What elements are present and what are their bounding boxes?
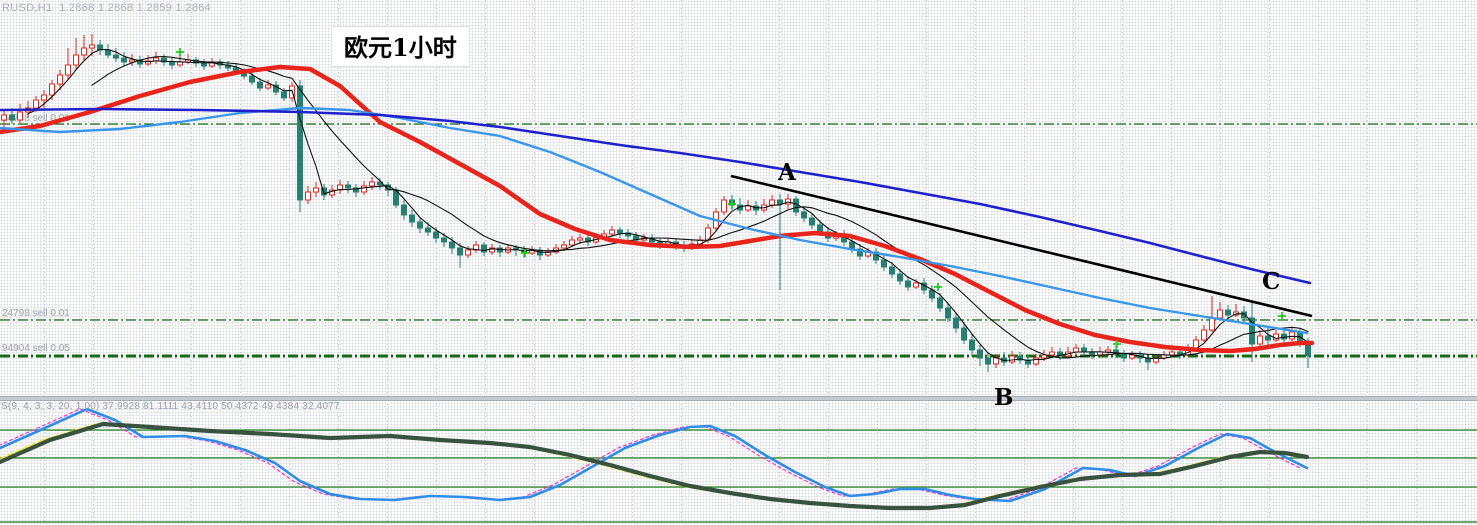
swing-low-label-b: B [994, 384, 1014, 411]
indicator-values-label: S(9, 4, 3, 3, 20, 1.00) 37.9928 81.1111 … [1, 401, 340, 412]
pane-separator-handle[interactable] [0, 396, 1477, 401]
trendline-label-a: A [778, 159, 796, 186]
trendline-label-c: C [1262, 268, 1281, 295]
svg-text:24748 sell 0.01: 24748 sell 0.01 [2, 113, 70, 124]
svg-text:24798 sell 0.01: 24798 sell 0.01 [2, 308, 70, 319]
chart-title-annotation[interactable]: 欧元1小时 [331, 26, 470, 67]
svg-text:94904 sell 0.05: 94904 sell 0.05 [2, 343, 70, 354]
symbol-quote-label: RUSD,H1 1.2868 1.2868 1.2859 1.2864 [2, 2, 211, 14]
